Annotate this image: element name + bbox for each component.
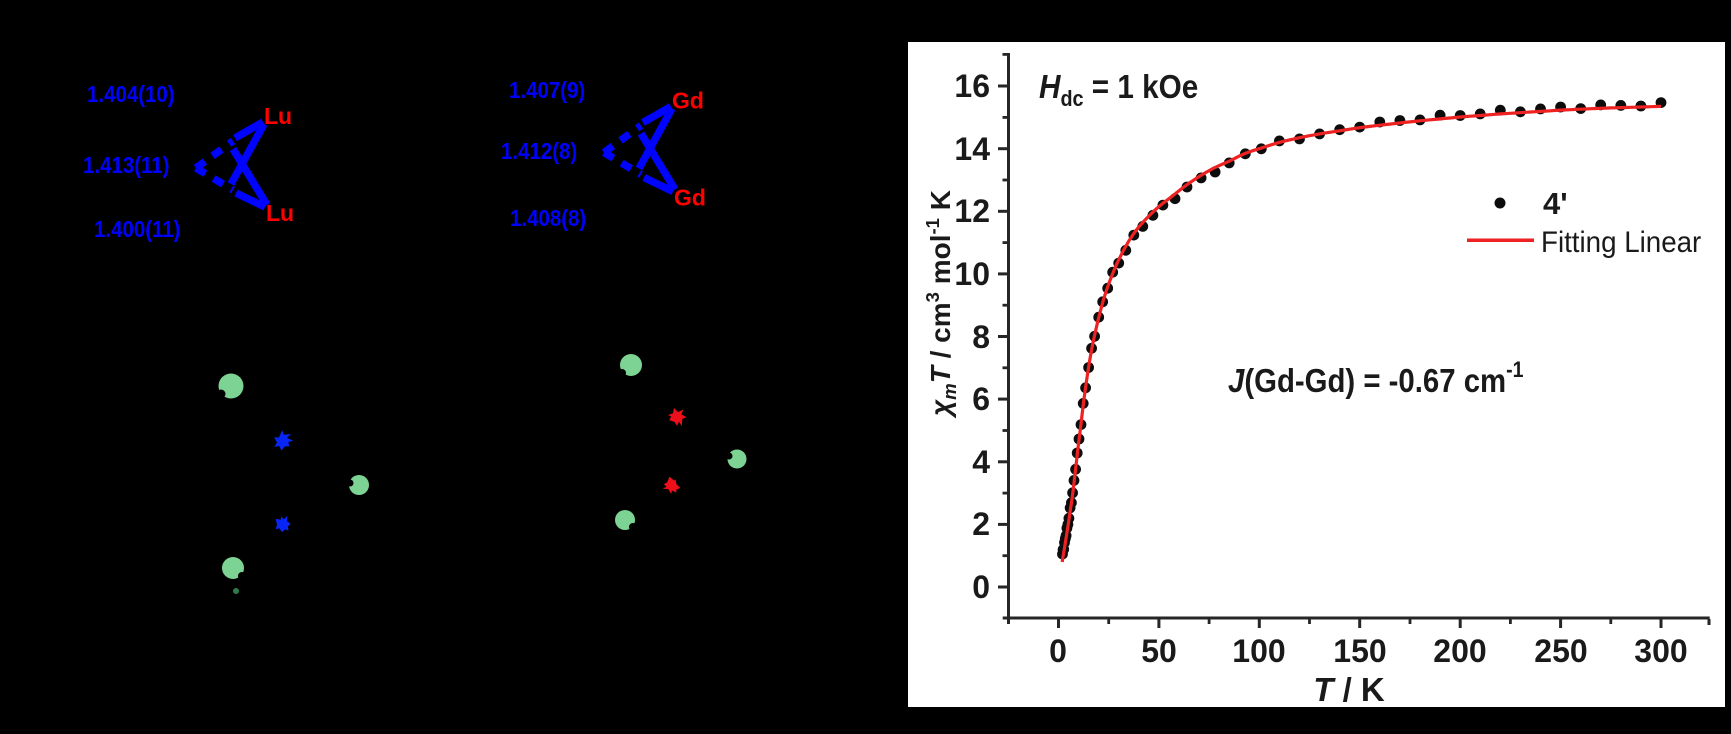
svg-text:16: 16 [954, 68, 990, 104]
svg-text:1.404(10): 1.404(10) [87, 81, 175, 107]
svg-text:1.408(8): 1.408(8) [510, 205, 586, 231]
svg-text:8: 8 [972, 319, 990, 355]
svg-text:Lu: Lu [266, 200, 294, 226]
svg-text:12: 12 [954, 193, 990, 229]
svg-text:100: 100 [1232, 633, 1285, 669]
svg-text:150: 150 [1333, 633, 1386, 669]
svg-text:0: 0 [972, 569, 990, 605]
svg-text:250: 250 [1534, 633, 1587, 669]
svg-text:0: 0 [1049, 633, 1067, 669]
svg-text:4: 4 [972, 444, 990, 480]
svg-text:Lu: Lu [264, 103, 292, 129]
svg-text:4': 4' [1543, 186, 1568, 221]
svg-text:1.400(11): 1.400(11) [94, 216, 180, 242]
svg-text:300: 300 [1634, 633, 1687, 669]
svg-text:2: 2 [972, 506, 990, 542]
svg-text:Hdc = 1 kOe: Hdc = 1 kOe [1039, 69, 1198, 112]
svg-text:14: 14 [954, 131, 990, 167]
svg-text:T / K: T / K [1313, 671, 1385, 708]
svg-text:J(Gd-Gd) = -0.67 cm-1: J(Gd-Gd) = -0.67 cm-1 [1228, 358, 1524, 399]
svg-text:200: 200 [1433, 633, 1486, 669]
svg-text:Gd: Gd [674, 185, 706, 211]
svg-text:6: 6 [972, 381, 990, 417]
svg-text:1.413(11): 1.413(11) [83, 152, 169, 178]
svg-text:1.407(9): 1.407(9) [509, 77, 585, 103]
svg-text:Gd: Gd [672, 88, 704, 114]
svg-text:50: 50 [1141, 633, 1177, 669]
svg-text:10: 10 [954, 256, 990, 292]
svg-text:Fitting Linear: Fitting Linear [1541, 226, 1702, 259]
svg-text:1.412(8): 1.412(8) [501, 138, 577, 164]
svg-text:χmT / cm3 mol-1 K: χmT / cm3 mol-1 K [922, 190, 960, 419]
